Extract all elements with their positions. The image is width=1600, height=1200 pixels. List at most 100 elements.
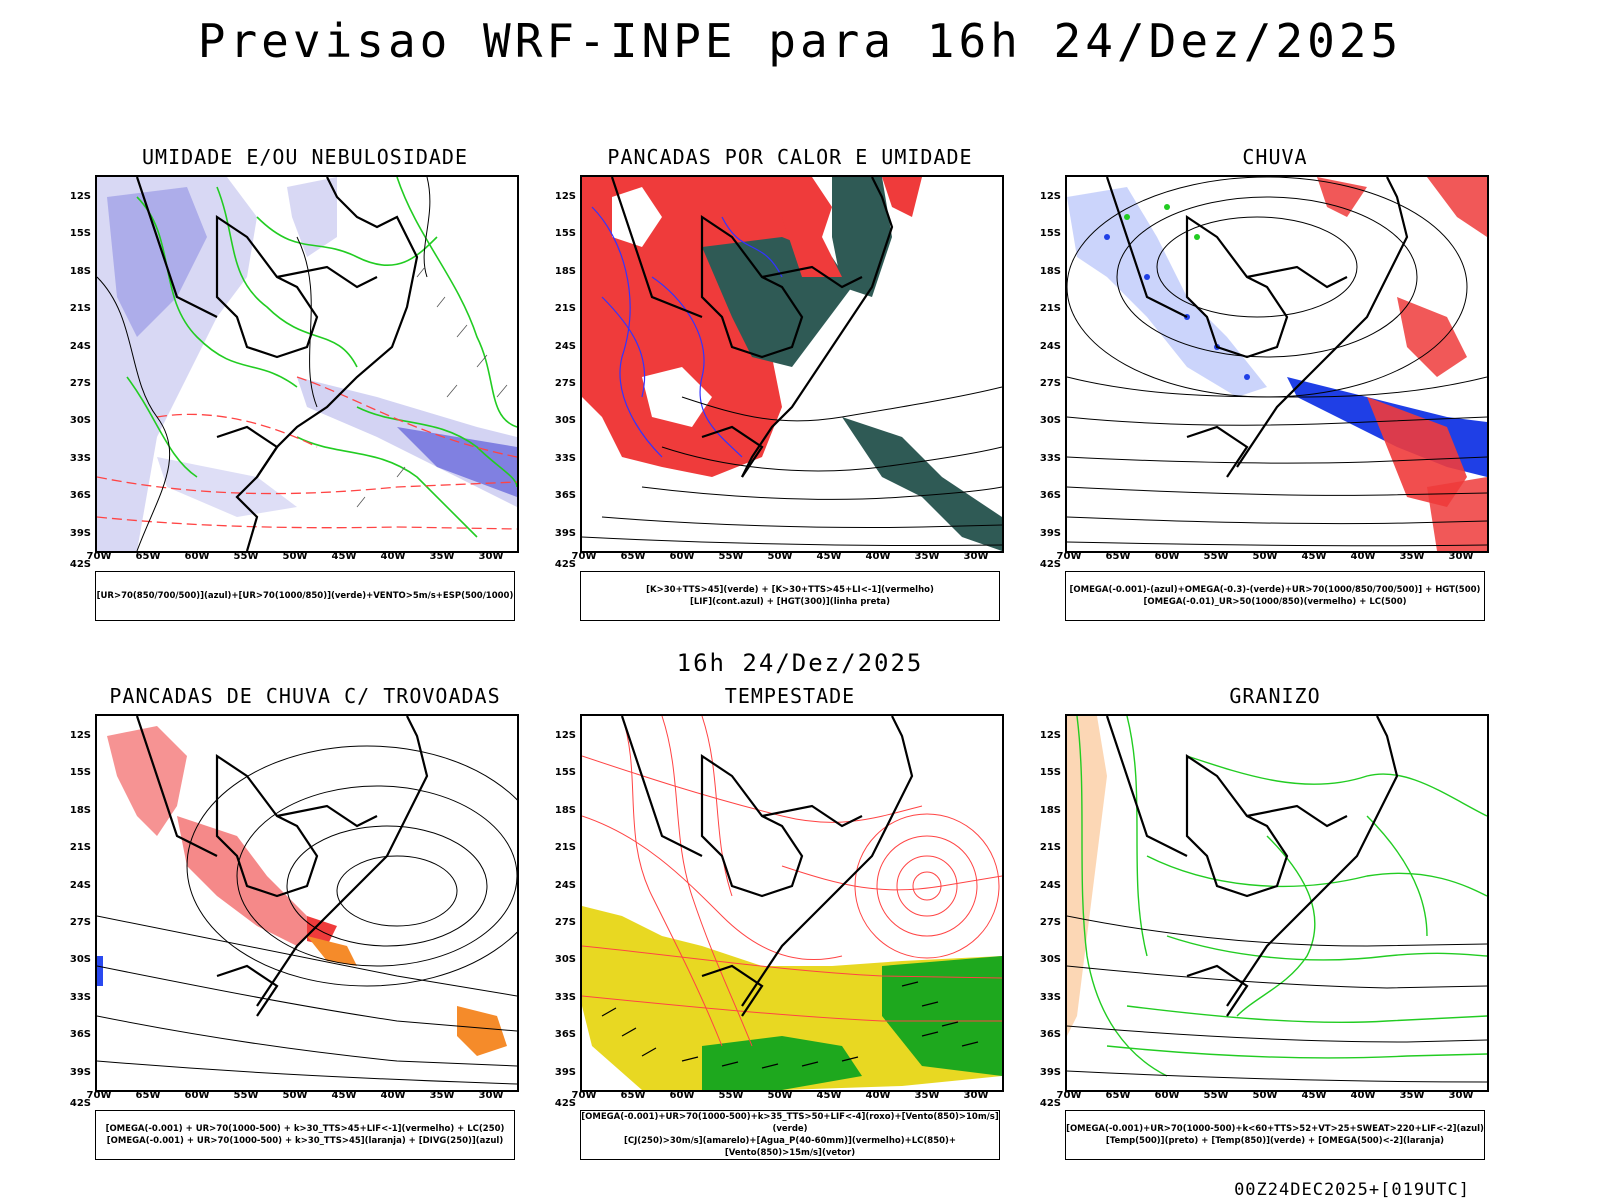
lon-tick: 35W <box>429 1090 455 1101</box>
lat-axis: 12S 15S 18S 21S 24S 27S 30S 33S 36S 39S 42S <box>1025 714 1063 1109</box>
page-title: Previsao WRF-INPE para 16h 24/Dez/2025 <box>197 14 1403 68</box>
lat-tick: 42S <box>554 1098 576 1109</box>
lat-tick: 30S <box>1039 954 1061 966</box>
lon-tick: 65W <box>620 1090 646 1101</box>
lat-tick: 15S <box>554 767 576 779</box>
lon-tick: 45W <box>816 551 842 562</box>
lon-tick: 70W <box>571 551 597 562</box>
panel-tempestade: TEMPESTADE 12S 15S 18S 21S 24S 27S 30S 33S 36S 39… <box>540 684 1040 1164</box>
lon-tick: 55W <box>718 551 744 562</box>
lat-tick: 18S <box>554 265 576 277</box>
lon-tick: 40W <box>380 1090 406 1101</box>
map-granizo[interactable] <box>1065 714 1489 1092</box>
lon-tick: 30W <box>478 551 504 562</box>
panel-legend: [K>30+TTS>45](verde) + [K>30+TTS>45+LI<-… <box>580 571 1000 621</box>
lat-tick: 18S <box>554 804 576 816</box>
lat-tick: 27S <box>69 378 91 389</box>
lon-axis: 70W 65W 60W 55W 50W 45W 40W 35W 30W <box>87 1090 515 1104</box>
lon-tick: 45W <box>331 551 357 562</box>
lat-tick: 24S <box>554 340 576 352</box>
lat-tick: 30S <box>554 954 576 966</box>
lat-tick: 30S <box>69 415 91 427</box>
map-pancadas-calor[interactable] <box>580 175 1004 553</box>
lon-axis: 70W 65W 60W 55W 50W 45W 40W 35W 30W <box>87 551 515 565</box>
lon-tick: 60W <box>1154 551 1180 562</box>
lon-tick: 50W <box>1252 551 1278 562</box>
lat-tick: 24S <box>1039 879 1061 891</box>
lon-tick: 50W <box>282 1090 308 1101</box>
lat-tick: 18S <box>69 804 91 816</box>
lon-tick: 60W <box>184 1090 210 1101</box>
panel-legend: [UR>70(850/700/500)](azul)+[UR>70(1000/8… <box>95 571 515 621</box>
lat-tick: 42S <box>1039 1098 1061 1109</box>
lon-tick: 70W <box>1056 551 1082 562</box>
lat-tick: 21S <box>554 842 576 854</box>
lat-tick: 36S <box>554 1029 576 1041</box>
lat-tick: 12S <box>554 191 576 202</box>
map-umidade[interactable] <box>95 175 519 553</box>
panel-legend: [OMEGA(-0.001) + UR>70(1000-500) + k>30_… <box>95 1110 515 1160</box>
lat-tick: 15S <box>69 767 91 779</box>
lat-tick: 39S <box>554 527 576 539</box>
lon-tick: 65W <box>620 551 646 562</box>
lat-tick: 39S <box>69 1066 91 1078</box>
mid-date: 16h 24/Dez/2025 <box>676 649 924 677</box>
panel-title: CHUVA <box>1242 145 1308 169</box>
lat-tick: 12S <box>1039 191 1061 202</box>
panel-title: TEMPESTADE <box>724 684 856 708</box>
lon-tick: 30W <box>1448 551 1474 562</box>
lat-tick: 21S <box>554 303 576 315</box>
lat-axis: 12S 15S 18S 21S 24S 27S 30S 33S 36S 39S 42S <box>540 175 578 570</box>
lat-tick: 36S <box>69 490 91 502</box>
lat-tick: 33S <box>69 991 91 1003</box>
lat-tick: 42S <box>554 559 576 570</box>
lat-tick: 15S <box>1039 767 1061 779</box>
lat-tick: 30S <box>1039 415 1061 427</box>
lon-tick: 60W <box>669 551 695 562</box>
lon-tick: 35W <box>1399 1090 1425 1101</box>
lon-tick: 40W <box>1350 551 1376 562</box>
lat-tick: 36S <box>554 490 576 502</box>
lat-tick: 24S <box>554 879 576 891</box>
lon-tick: 70W <box>86 1090 112 1101</box>
lon-tick: 55W <box>233 1090 259 1101</box>
lon-tick: 70W <box>571 1090 597 1101</box>
lat-axis: 12S 15S 18S 21S 24S 27S 30S 33S 36S 39S 42S <box>55 175 93 570</box>
lat-tick: 27S <box>69 917 91 928</box>
lat-tick: 33S <box>554 452 576 464</box>
run-timestamp: 00Z24DEC2025+[019UTC] <box>1234 1180 1470 1200</box>
lon-tick: 65W <box>1105 551 1131 562</box>
lat-tick: 30S <box>554 415 576 427</box>
lon-tick: 65W <box>135 1090 161 1101</box>
lat-tick: 27S <box>1039 378 1061 389</box>
map-pancadas-trovoadas[interactable] <box>95 714 519 1092</box>
lat-axis: 12S 15S 18S 21S 24S 27S 30S 33S 36S 39S 42S <box>1025 175 1063 570</box>
lon-tick: 55W <box>233 551 259 562</box>
lon-tick: 60W <box>184 551 210 562</box>
lat-tick: 21S <box>69 842 91 854</box>
lon-tick: 40W <box>865 1090 891 1101</box>
panel-legend: [OMEGA(-0.001)+UR>70(1000-500)+k>35_TTS>… <box>580 1110 1000 1160</box>
lat-tick: 18S <box>69 265 91 277</box>
lon-tick: 55W <box>718 1090 744 1101</box>
lon-tick: 30W <box>963 1090 989 1101</box>
lon-tick: 35W <box>914 551 940 562</box>
lat-tick: 12S <box>69 730 91 741</box>
lat-tick: 39S <box>1039 527 1061 539</box>
lon-tick: 35W <box>429 551 455 562</box>
lat-tick: 18S <box>1039 804 1061 816</box>
lat-tick: 42S <box>69 559 91 570</box>
map-tempestade[interactable] <box>580 714 1004 1092</box>
panel-title: PANCADAS POR CALOR E UMIDADE <box>607 145 973 169</box>
lon-tick: 45W <box>1301 1090 1327 1101</box>
lat-tick: 30S <box>69 954 91 966</box>
map-chuva[interactable] <box>1065 175 1489 553</box>
lat-tick: 42S <box>69 1098 91 1109</box>
lat-axis: 12S 15S 18S 21S 24S 27S 30S 33S 36S 39S 42S <box>540 714 578 1109</box>
lat-tick: 15S <box>554 228 576 240</box>
panel-granizo: GRANIZO 12S 15S 18S 21S 24S 27S 30S 33S 36S 39S 42… <box>1025 684 1525 1164</box>
lat-tick: 36S <box>1039 490 1061 502</box>
panel-pancadas-calor: PANCADAS POR CALOR E UMIDADE 12S 15S 18S 21… <box>540 145 1040 625</box>
lat-tick: 42S <box>1039 559 1061 570</box>
lat-tick: 36S <box>1039 1029 1061 1041</box>
